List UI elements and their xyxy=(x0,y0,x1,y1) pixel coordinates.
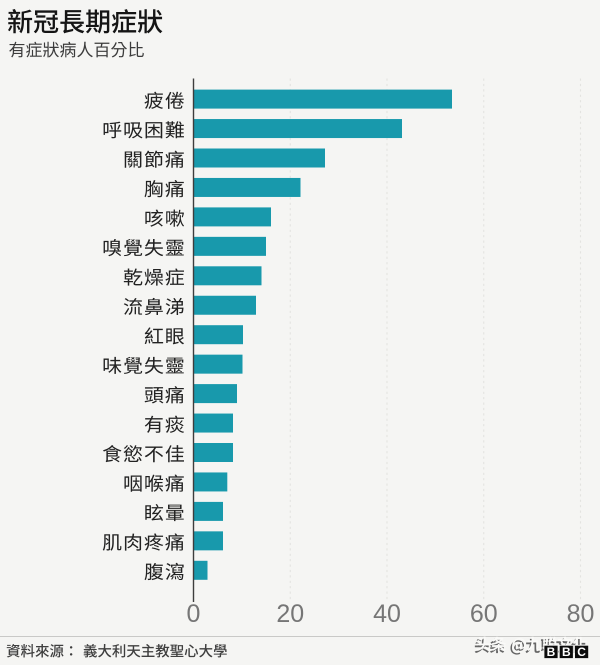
svg-text:80: 80 xyxy=(567,600,595,628)
svg-text:C: C xyxy=(577,645,586,659)
svg-text:B: B xyxy=(547,645,556,659)
svg-text:60: 60 xyxy=(470,600,498,628)
svg-text:B: B xyxy=(562,645,571,659)
svg-text:20: 20 xyxy=(276,600,304,628)
svg-text:0: 0 xyxy=(187,600,201,628)
svg-text:40: 40 xyxy=(373,600,401,628)
